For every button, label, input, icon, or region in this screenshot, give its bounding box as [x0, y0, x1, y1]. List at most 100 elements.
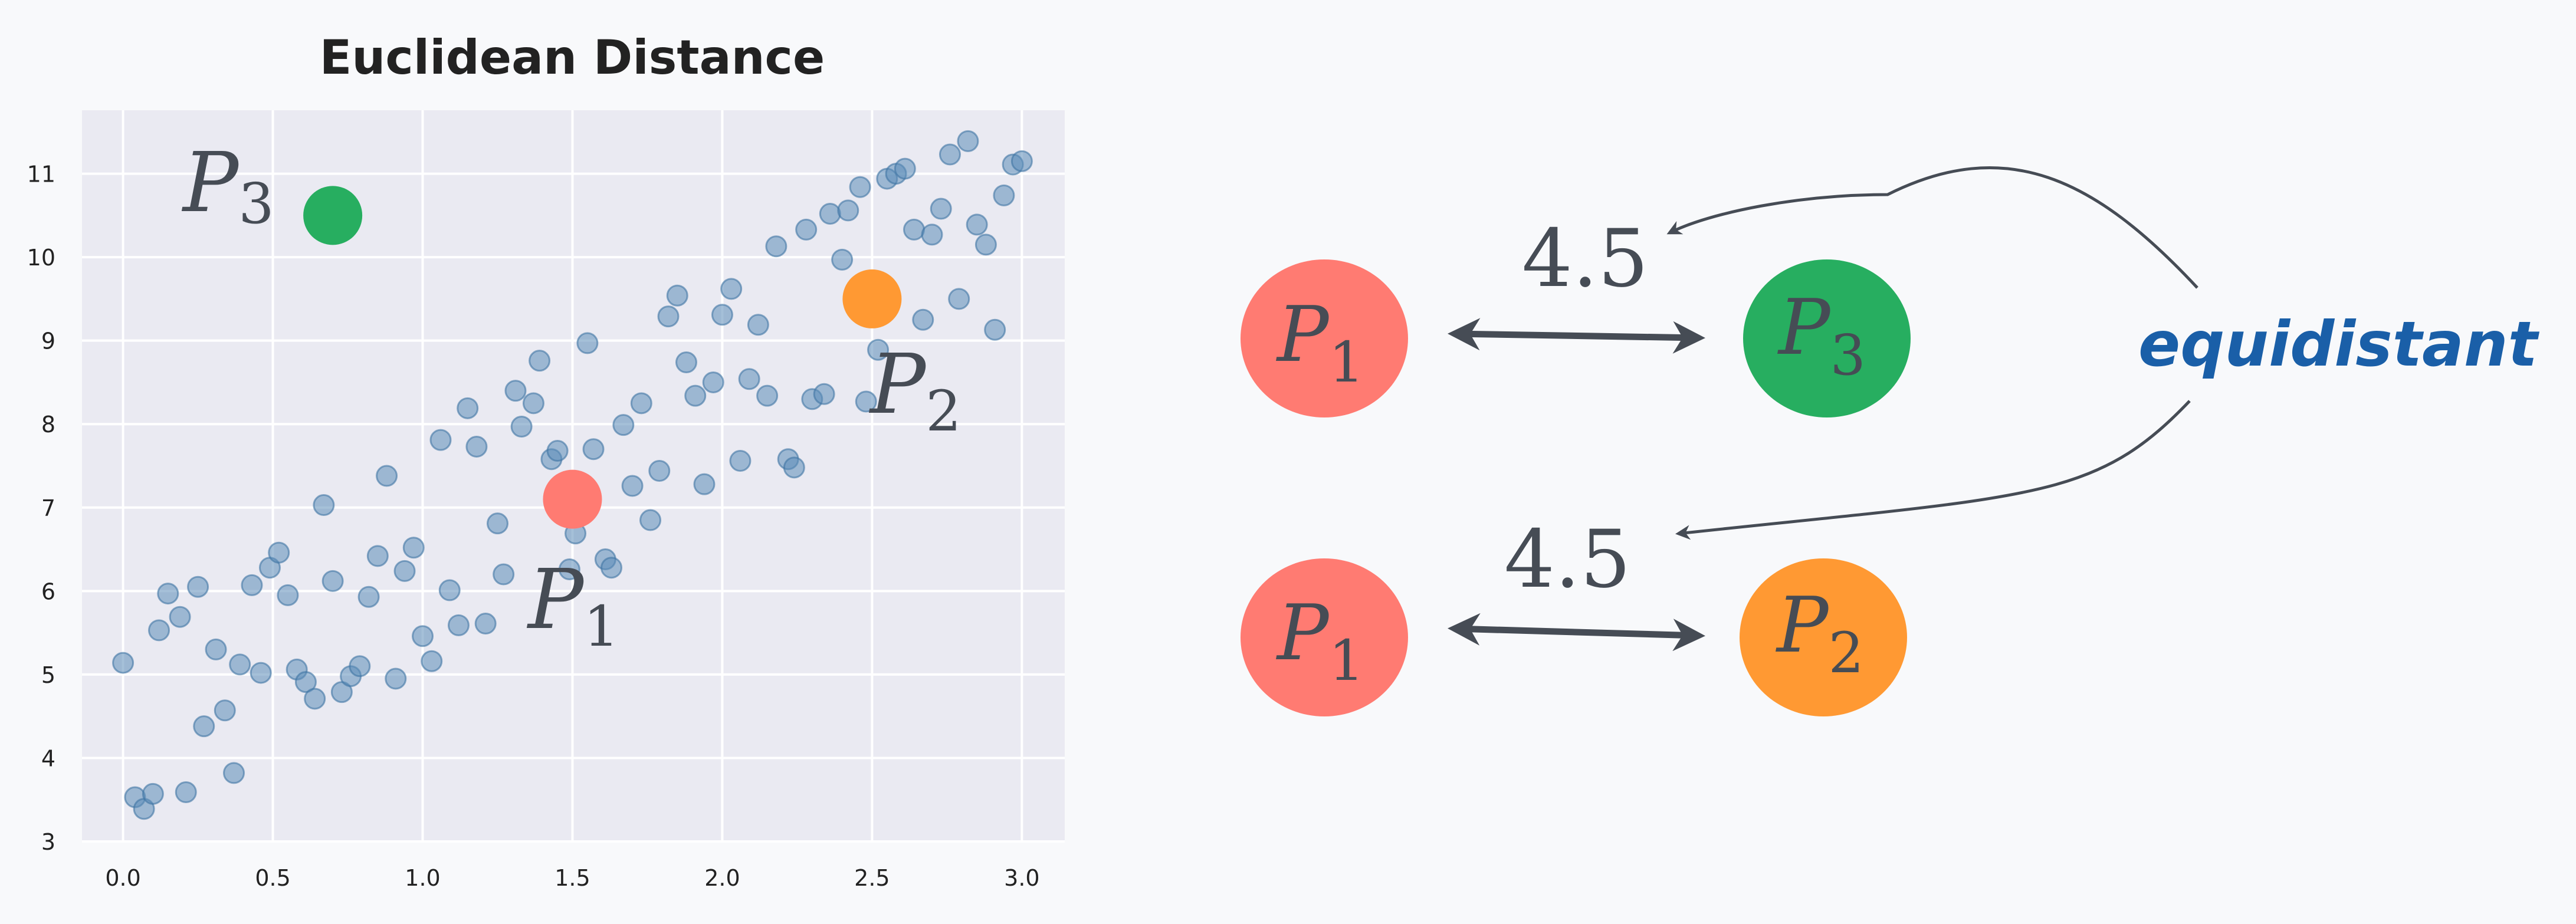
scatter-point: [675, 351, 697, 373]
curve-arrow-bottom: [1675, 400, 2191, 540]
scatter-point: [349, 655, 371, 678]
grid-lines: [82, 110, 1065, 843]
scatter-point: [429, 429, 452, 451]
scatter-point: [693, 473, 716, 495]
x-tick-label: 2.0: [704, 865, 740, 891]
scatter-point: [313, 494, 335, 517]
scatter-point: [795, 218, 818, 241]
scatter-point: [621, 475, 644, 497]
scatter-point: [465, 435, 488, 458]
highlighted-points: [303, 186, 902, 529]
scatter-point: [576, 332, 599, 354]
scatter-point: [385, 667, 407, 690]
bottom-pair: P1 P2 4.5: [1241, 513, 1907, 716]
scatter-point: [294, 671, 317, 693]
y-tick-label: 5: [41, 662, 55, 688]
scatter-point: [546, 440, 569, 462]
scatter-point: [783, 456, 805, 479]
scatter-point: [684, 384, 707, 407]
scatter-point: [193, 715, 215, 738]
scatter-point: [321, 570, 344, 592]
scatter-point: [984, 318, 1006, 341]
scatter-point: [214, 699, 236, 722]
curve-arrow-top: [1666, 166, 2198, 289]
scatter-point: [612, 414, 635, 436]
x-tick-label: 0.0: [105, 865, 140, 891]
scatter-point: [867, 338, 890, 361]
node-p3-label: P3: [1777, 282, 1866, 388]
scatter-point: [729, 450, 752, 472]
y-tick-label: 11: [27, 162, 55, 188]
node-p1-bottom: [1241, 558, 1408, 716]
scatter-point: [747, 314, 769, 336]
scatter-point: [169, 606, 191, 628]
scatter-point: [412, 625, 434, 647]
scatter-point: [630, 392, 652, 415]
x-tick-labels: 0.0 0.5 1.0 1.5 2.0 2.5 3.0: [105, 865, 1039, 891]
label-p1: P1: [526, 552, 619, 659]
scatter-point: [813, 383, 835, 405]
scatter-point: [175, 781, 197, 803]
scatter-point: [837, 199, 859, 222]
scatter-point: [819, 203, 841, 225]
scatter-point: [948, 288, 970, 310]
x-tick-label: 1.0: [405, 865, 440, 891]
scatter-point: [522, 392, 544, 415]
top-pair: P1 P3 4.5: [1241, 212, 1911, 417]
y-tick-label: 7: [41, 495, 55, 521]
x-tick-label: 2.5: [854, 865, 890, 891]
scatter-point: [142, 782, 164, 805]
node-p3: [1743, 259, 1911, 417]
scatter-point: [268, 541, 290, 564]
scatter-point: [912, 308, 934, 331]
scatter-point: [504, 380, 527, 402]
scatter-point: [421, 650, 443, 672]
y-tick-labels: 3 4 5 6 7 8 9 10 11: [27, 162, 55, 855]
scatter-point: [157, 583, 179, 605]
scatter-point: [639, 509, 662, 531]
y-tick-label: 4: [41, 745, 55, 771]
scatter-point: [304, 688, 326, 710]
highlight-point-p3: [303, 186, 363, 245]
annotation: equidistant: [1666, 166, 2540, 540]
scatter-point: [493, 563, 515, 586]
label-p3: P3: [181, 135, 274, 236]
x-tick-label: 0.5: [255, 865, 290, 891]
y-tick-label: 8: [41, 412, 55, 438]
scatter-point: [393, 560, 416, 582]
scatter-point: [112, 652, 134, 674]
scatter-point: [357, 586, 380, 608]
scatter-point: [666, 284, 688, 307]
node-p2-label: P2: [1776, 580, 1864, 686]
scatter-point: [756, 384, 779, 407]
scatter-point: [993, 184, 1015, 206]
scatter-point: [1010, 150, 1033, 172]
double-arrow-top: [1448, 318, 1705, 354]
highlight-point-p1: [543, 469, 602, 529]
scatter-point: [921, 223, 943, 246]
scatter-point: [187, 576, 209, 598]
scatter-point: [930, 198, 952, 220]
scatter-point: [486, 512, 508, 535]
scatter-point: [938, 143, 961, 166]
y-tick-label: 6: [41, 578, 55, 604]
x-tick-label: 1.5: [554, 865, 590, 891]
scatter-point: [702, 371, 724, 393]
y-tick-label: 3: [41, 829, 55, 855]
y-tick-label: 9: [41, 328, 55, 354]
y-tick-label: 10: [27, 245, 55, 271]
scatter-point: [966, 213, 988, 236]
scatter-point: [738, 368, 760, 390]
scatter-point: [148, 619, 170, 642]
scatter-point: [831, 248, 854, 271]
scatter-point: [711, 304, 733, 326]
node-p1-top: [1241, 259, 1408, 417]
scatter-point: [457, 397, 479, 419]
scatter-point: [376, 465, 398, 487]
scatter-point: [657, 305, 680, 328]
scatter-point: [600, 557, 623, 579]
scatter-point: [229, 653, 251, 676]
scatter-point: [438, 579, 461, 601]
scatter-point: [894, 157, 916, 180]
scatter-point: [277, 584, 299, 606]
